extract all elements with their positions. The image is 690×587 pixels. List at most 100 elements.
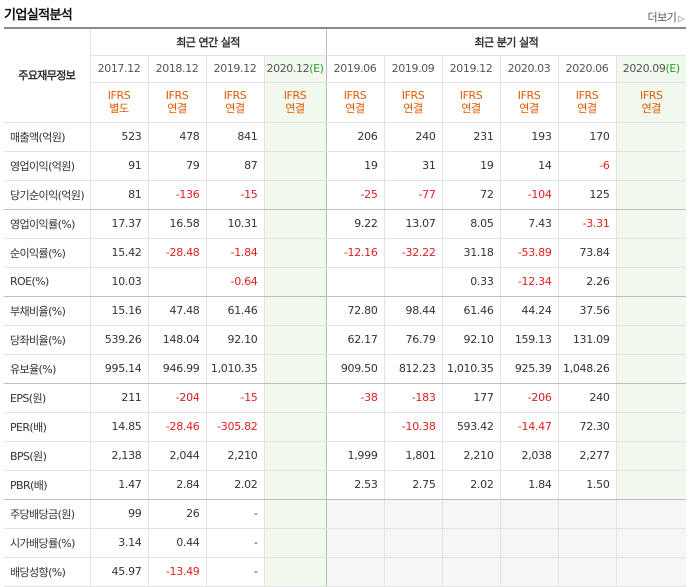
table-cell: -25: [325, 180, 385, 210]
table-cell: 231: [441, 122, 501, 152]
chevron-right-icon: ▷: [678, 14, 684, 23]
table-cell: 193: [499, 122, 559, 152]
table-row: 영업이익률(%) 17.37 16.58 10.31 9.22 13.07 8.05 7.43…: [4, 209, 687, 239]
estimate-mark: (E): [665, 62, 680, 75]
table-cell: -12.34: [499, 267, 559, 297]
period-header: 2019.12: [441, 55, 501, 83]
table-cell: [383, 267, 443, 297]
table-cell: 1,010.35: [205, 354, 264, 384]
table-cell: -38: [325, 383, 385, 413]
table-cell: [383, 557, 443, 587]
standard-name: IFRS: [223, 89, 247, 102]
table-cell: -12.16: [325, 238, 385, 268]
table-cell: 19: [441, 151, 501, 181]
row-label: EPS(원): [4, 383, 90, 413]
table-row: 매출액(억원) 523 478 841 206 240 231 193 170: [4, 122, 687, 152]
more-link[interactable]: 더보기 ▷: [647, 9, 684, 25]
table-cell: [615, 470, 687, 500]
table-cell: -15: [205, 180, 264, 210]
table-cell: [615, 499, 687, 529]
row-label: 영업이익(억원): [4, 151, 90, 181]
table-cell: 206: [325, 122, 385, 152]
table-cell: [263, 441, 327, 471]
table-cell: 26: [147, 499, 206, 529]
table-cell: -28.48: [147, 238, 206, 268]
period-label: 2020.03: [507, 62, 551, 75]
table-cell: -: [205, 499, 264, 529]
table-cell: 211: [89, 383, 148, 413]
table-row: PER(배) 14.85 -28.46 -305.82 -10.38 593.42 -14.…: [4, 412, 687, 442]
table-cell: 76.79: [383, 325, 443, 355]
table-cell: [615, 180, 687, 210]
period-label: 2020.06: [565, 62, 609, 75]
consolidation-type: 연결: [225, 102, 245, 115]
table-cell: 37.56: [557, 296, 617, 326]
table-cell: 72: [441, 180, 501, 210]
consolidation-type: 별도: [109, 102, 129, 115]
row-label: 유보율(%): [4, 354, 90, 384]
table-cell: -15: [205, 383, 264, 413]
row-label: PBR(배): [4, 470, 90, 500]
row-label: ROE(%): [4, 267, 90, 297]
table-cell: 8.05: [441, 209, 501, 239]
table-cell: [615, 238, 687, 268]
table-cell: [615, 557, 687, 587]
table-cell: 2.75: [383, 470, 443, 500]
section-title: 기업실적분석: [4, 8, 73, 23]
table-cell: -28.46: [147, 412, 206, 442]
accounting-standard: IFRS 연결: [383, 82, 443, 123]
table-cell: [441, 557, 501, 587]
table-cell: 0.44: [147, 528, 206, 558]
standard-name: IFRS: [343, 89, 367, 102]
table-row: 영업이익(억원) 91 79 87 19 31 19 14 -6: [4, 151, 687, 181]
table-cell: 2,038: [499, 441, 559, 471]
table-row: 당좌비율(%) 539.26 148.04 92.10 62.17 76.79 92.10 1…: [4, 325, 687, 355]
table-cell: 2,044: [147, 441, 206, 471]
table-cell: [325, 557, 385, 587]
table-cell: [325, 412, 385, 442]
table-cell: 946.99: [147, 354, 206, 384]
table-cell: 73.84: [557, 238, 617, 268]
table-cell: [263, 383, 327, 413]
table-cell: 91: [89, 151, 148, 181]
table-cell: [263, 209, 327, 239]
table-cell: 2.02: [441, 470, 501, 500]
table-cell: [499, 528, 559, 558]
table-cell: 17.37: [89, 209, 148, 239]
period-header: 2020.06: [557, 55, 617, 83]
table-cell: 92.10: [205, 325, 264, 355]
table-cell: 79: [147, 151, 206, 181]
table-cell: [615, 441, 687, 471]
table-cell: 159.13: [499, 325, 559, 355]
table-cell: 1,801: [383, 441, 443, 471]
standard-name: IFRS: [283, 89, 307, 102]
row-header-label: 주요재무정보: [4, 28, 90, 123]
period-header: 2018.12: [147, 55, 206, 83]
table-cell: [615, 354, 687, 384]
consolidation-type: 연결: [345, 102, 365, 115]
table-cell: 240: [557, 383, 617, 413]
table-cell: [441, 499, 501, 529]
table-cell: [325, 499, 385, 529]
standard-name: IFRS: [401, 89, 425, 102]
table-cell: 72.30: [557, 412, 617, 442]
table-cell: 98.44: [383, 296, 443, 326]
table-cell: 2,210: [205, 441, 264, 471]
table-cell: -206: [499, 383, 559, 413]
table-cell: 61.46: [205, 296, 264, 326]
table-cell: [263, 354, 327, 384]
table-cell: 87: [205, 151, 264, 181]
table-cell: 2.84: [147, 470, 206, 500]
table-cell: [263, 325, 327, 355]
table-cell: 62.17: [325, 325, 385, 355]
table-cell: [441, 528, 501, 558]
row-label: 시가배당률(%): [4, 528, 90, 558]
table-row: 순이익률(%) 15.42 -28.48 -1.84 -12.16 -32.22 31.18…: [4, 238, 687, 268]
table-cell: 2.53: [325, 470, 385, 500]
period-header: 2019.12: [205, 55, 264, 83]
table-cell: 478: [147, 122, 206, 152]
table-cell: 841: [205, 122, 264, 152]
table-cell: 1,999: [325, 441, 385, 471]
table-cell: -32.22: [383, 238, 443, 268]
table-cell: [263, 528, 327, 558]
